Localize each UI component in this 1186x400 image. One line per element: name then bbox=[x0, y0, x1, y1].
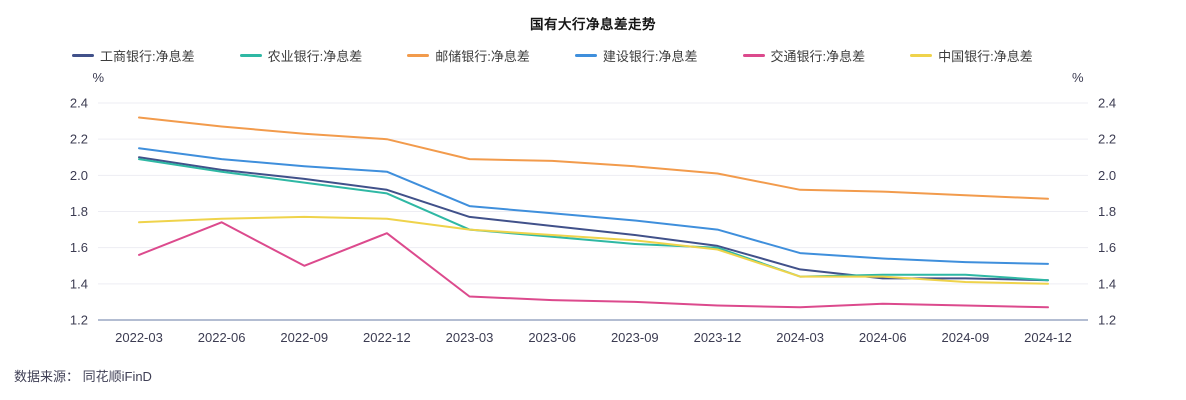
source-note: 数据来源： 同花顺iFinD bbox=[14, 369, 152, 384]
series-line-bocom[interactable] bbox=[138, 221, 1049, 309]
legend-label-psbc: 邮储银行:净息差 bbox=[435, 49, 530, 64]
y-tick-right-2.2: 2.2 bbox=[1098, 132, 1116, 147]
series-line-abc[interactable] bbox=[138, 158, 1049, 282]
x-tick-2024-03: 2024-03 bbox=[776, 330, 824, 345]
y-tick-left-2.0: 2.0 bbox=[70, 168, 88, 183]
y-tick-left-1.6: 1.6 bbox=[70, 240, 88, 255]
y-tick-right-2.4: 2.4 bbox=[1098, 96, 1116, 111]
y-tick-right-1.4: 1.4 bbox=[1098, 276, 1116, 291]
chart-title: 国有大行净息差走势 bbox=[530, 17, 656, 32]
x-tick-2023-12: 2023-12 bbox=[694, 330, 742, 345]
x-tick-2022-03: 2022-03 bbox=[115, 330, 163, 345]
x-tick-2022-06: 2022-06 bbox=[198, 330, 246, 345]
legend-line-swatch-bocom bbox=[742, 54, 765, 57]
y-axis-unit-right: % bbox=[1072, 70, 1084, 85]
x-tick-2023-03: 2023-03 bbox=[446, 330, 494, 345]
legend-label-abc: 农业银行:净息差 bbox=[267, 49, 363, 64]
y-tick-right-1.6: 1.6 bbox=[1098, 240, 1116, 255]
legend-item-abc[interactable]: 农业银行:净息差 bbox=[239, 46, 363, 65]
legend-item-bocom[interactable]: 交通银行:净息差 bbox=[742, 46, 866, 65]
legend-line-swatch-icbc bbox=[72, 54, 94, 57]
legend-label-icbc: 工商银行:净息差 bbox=[100, 49, 195, 64]
legend-line-swatch-psbc bbox=[407, 54, 430, 57]
legend-line-swatch-abc bbox=[239, 54, 262, 57]
x-tick-2024-09: 2024-09 bbox=[942, 330, 990, 345]
x-tick-2024-12: 2024-12 bbox=[1024, 330, 1072, 345]
y-tick-right-2.0: 2.0 bbox=[1098, 168, 1116, 183]
x-tick-2023-09: 2023-09 bbox=[611, 330, 659, 345]
legend: 工商银行:净息差 农业银行:净息差 邮储银行:净息差 建设银行:净息差 交通银行:净息差… bbox=[72, 46, 1033, 65]
y-axis-unit-left: % bbox=[92, 70, 104, 85]
legend-item-icbc[interactable]: 工商银行:净息差 bbox=[72, 46, 195, 65]
x-tick-2023-06: 2023-06 bbox=[528, 330, 576, 345]
y-tick-left-2.4: 2.4 bbox=[70, 96, 88, 111]
y-tick-left-1.2: 1.2 bbox=[70, 313, 88, 328]
legend-label-ccb: 建设银行:净息差 bbox=[602, 49, 698, 64]
x-tick-2022-09: 2022-09 bbox=[280, 330, 328, 345]
series-line-psbc[interactable] bbox=[138, 116, 1049, 200]
legend-item-boc[interactable]: 中国银行:净息差 bbox=[910, 46, 1033, 65]
y-tick-left-1.8: 1.8 bbox=[70, 204, 88, 219]
x-tick-2022-12: 2022-12 bbox=[363, 330, 411, 345]
y-tick-right-1.2: 1.2 bbox=[1098, 313, 1116, 328]
legend-item-ccb[interactable]: 建设银行:净息差 bbox=[574, 46, 698, 65]
series-line-ccb[interactable] bbox=[138, 147, 1049, 265]
y-tick-right-1.8: 1.8 bbox=[1098, 204, 1116, 219]
legend-label-boc: 中国银行:净息差 bbox=[938, 49, 1033, 64]
legend-item-psbc[interactable]: 邮储银行:净息差 bbox=[407, 46, 530, 65]
legend-label-bocom: 交通银行:净息差 bbox=[770, 49, 866, 64]
y-tick-left-2.2: 2.2 bbox=[70, 132, 88, 147]
x-tick-2024-06: 2024-06 bbox=[859, 330, 907, 345]
y-tick-left-1.4: 1.4 bbox=[70, 276, 88, 291]
legend-line-swatch-boc bbox=[910, 54, 933, 57]
series-line-boc[interactable] bbox=[138, 215, 1049, 285]
legend-line-swatch-ccb bbox=[574, 54, 597, 57]
